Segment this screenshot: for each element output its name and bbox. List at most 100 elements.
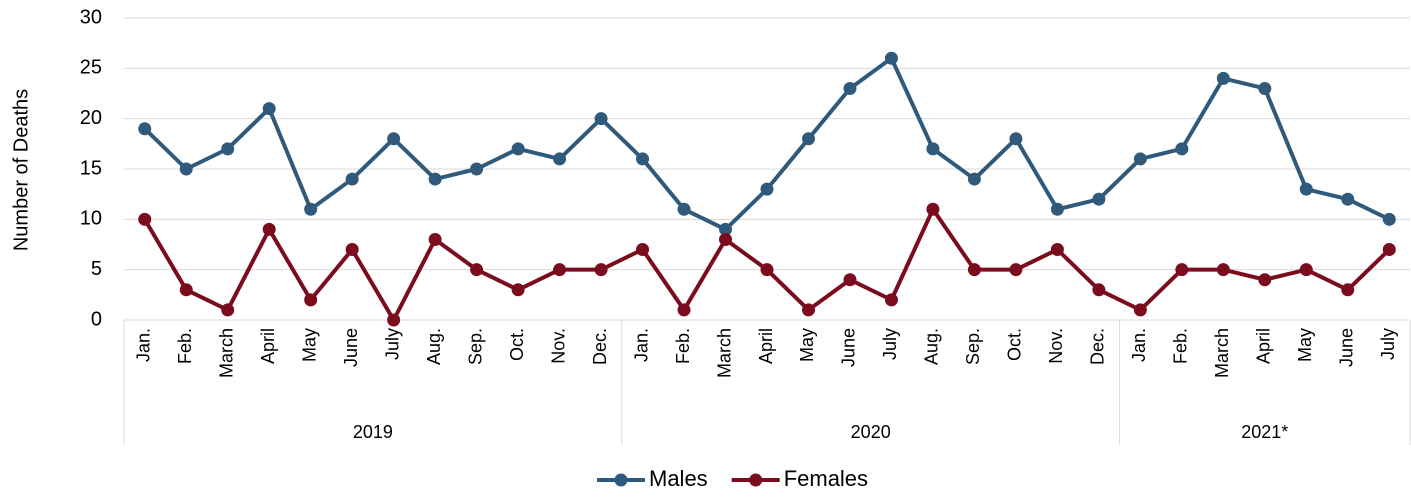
legend-label: Females: [784, 466, 868, 491]
data-point: [1299, 263, 1313, 277]
data-point: [470, 162, 484, 176]
y-tick-label: 10: [80, 208, 102, 230]
legend-label: Males: [649, 466, 708, 491]
x-tick-label: July: [1378, 328, 1398, 360]
x-tick-label: Sep.: [465, 328, 485, 365]
data-point: [594, 263, 608, 277]
data-point: [926, 202, 940, 216]
y-axis-title: Number of Deaths: [10, 89, 32, 251]
data-point: [138, 212, 152, 226]
x-tick-label: March: [216, 328, 236, 378]
data-point: [967, 263, 981, 277]
data-point: [1216, 263, 1230, 277]
x-tick-label: May: [1295, 328, 1315, 362]
y-tick-label: 30: [80, 6, 102, 28]
x-tick-label: May: [797, 328, 817, 362]
data-point: [719, 222, 733, 236]
x-tick-label: Jan.: [133, 328, 153, 362]
group-label: 2021*: [1241, 422, 1288, 442]
data-point: [1175, 263, 1189, 277]
x-tick-label: June: [1337, 328, 1357, 367]
x-tick-label: Nov.: [1046, 328, 1066, 364]
x-tick-label: April: [258, 328, 278, 364]
x-tick-label: June: [839, 328, 859, 367]
data-point: [511, 142, 525, 156]
legend-marker: [749, 473, 763, 487]
x-tick-label: May: [299, 328, 319, 362]
data-point: [801, 303, 815, 317]
x-tick-label: July: [880, 328, 900, 360]
data-point: [1382, 243, 1396, 257]
x-tick-label: Jan.: [631, 328, 651, 362]
data-point: [179, 283, 193, 297]
data-point: [553, 263, 567, 277]
data-point: [1258, 81, 1272, 95]
data-point: [843, 273, 857, 287]
data-point: [677, 303, 691, 317]
data-point: [926, 142, 940, 156]
data-point: [428, 172, 442, 186]
data-point: [1216, 71, 1230, 85]
data-point: [221, 303, 235, 317]
data-point: [387, 313, 401, 327]
data-point: [1092, 192, 1106, 206]
x-tick-label: April: [1254, 328, 1274, 364]
x-tick-label: March: [1212, 328, 1232, 378]
x-tick-label: Feb.: [1171, 328, 1191, 364]
x-tick-label: Oct.: [1005, 328, 1025, 361]
data-point: [345, 243, 359, 257]
data-point: [304, 293, 318, 307]
x-tick-label: Oct.: [507, 328, 527, 361]
data-point: [1258, 273, 1272, 287]
data-point: [1382, 212, 1396, 226]
data-point: [138, 122, 152, 136]
data-point: [843, 81, 857, 95]
data-point: [636, 243, 650, 257]
y-tick-label: 20: [80, 107, 102, 129]
data-point: [594, 112, 608, 126]
series-line: [143, 56, 1391, 232]
y-tick-label: 5: [91, 258, 102, 280]
data-point: [636, 152, 650, 166]
data-point: [760, 182, 774, 196]
data-point: [1341, 192, 1355, 206]
data-point: [1299, 182, 1313, 196]
group-label: 2019: [353, 422, 393, 442]
data-point: [884, 51, 898, 65]
x-tick-label: Dec.: [590, 328, 610, 365]
data-point: [511, 283, 525, 297]
y-tick-label: 15: [80, 157, 102, 179]
x-tick-label: April: [756, 328, 776, 364]
data-point: [760, 263, 774, 277]
data-point: [1050, 243, 1064, 257]
data-point: [719, 232, 733, 246]
legend-marker: [614, 473, 628, 487]
x-tick-label: Aug.: [424, 328, 444, 365]
data-point: [221, 142, 235, 156]
x-tick-label: Sep.: [963, 328, 983, 365]
data-point: [387, 132, 401, 146]
group-label: 2020: [851, 422, 891, 442]
y-tick-label: 0: [91, 308, 102, 330]
x-tick-label: July: [382, 328, 402, 360]
data-point: [262, 102, 276, 116]
x-tick-label: Jan.: [1129, 328, 1149, 362]
data-point: [553, 152, 567, 166]
data-point: [1009, 132, 1023, 146]
x-tick-label: March: [714, 328, 734, 378]
data-point: [1341, 283, 1355, 297]
data-point: [1050, 202, 1064, 216]
data-point: [1175, 142, 1189, 156]
x-tick-label: Feb.: [175, 328, 195, 364]
data-point: [967, 172, 981, 186]
data-point: [1133, 303, 1147, 317]
data-point: [677, 202, 691, 216]
data-point: [1009, 263, 1023, 277]
x-tick-label: Aug.: [922, 328, 942, 365]
x-tick-label: Nov.: [548, 328, 568, 364]
data-point: [1092, 283, 1106, 297]
x-tick-label: June: [341, 328, 361, 367]
data-point: [884, 293, 898, 307]
data-point: [428, 232, 442, 246]
